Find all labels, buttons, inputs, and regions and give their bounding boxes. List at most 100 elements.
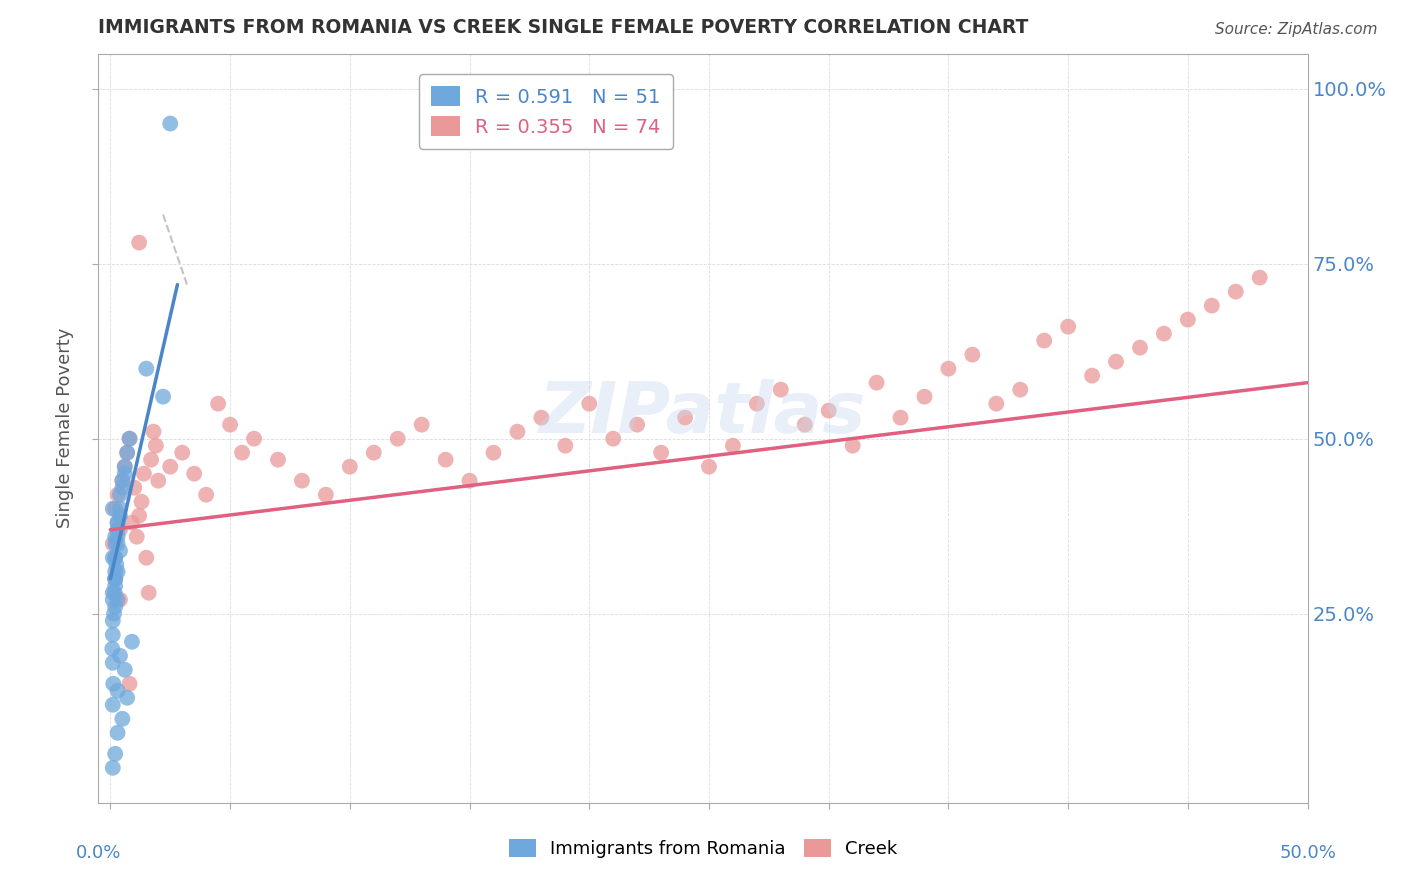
Creek <box>104 501 127 516</box>
Immigrants from Romania <box>101 698 124 712</box>
Creek <box>697 459 720 474</box>
Creek <box>138 585 160 599</box>
Creek <box>1033 334 1056 348</box>
Immigrants from Romania <box>101 501 124 516</box>
Creek <box>219 417 242 432</box>
Immigrants from Romania <box>107 516 129 530</box>
Immigrants from Romania <box>107 516 129 530</box>
Legend: Immigrants from Romania, Creek: Immigrants from Romania, Creek <box>502 831 904 865</box>
Creek <box>793 417 815 432</box>
Immigrants from Romania <box>114 459 136 474</box>
Creek <box>1201 299 1223 313</box>
Immigrants from Romania <box>101 656 124 670</box>
Creek <box>118 432 141 446</box>
Immigrants from Romania <box>104 530 127 544</box>
Text: 50.0%: 50.0% <box>1279 844 1336 862</box>
Creek <box>387 432 409 446</box>
Immigrants from Romania <box>107 523 129 537</box>
Creek <box>135 550 157 565</box>
Immigrants from Romania <box>159 117 181 131</box>
Legend: R = 0.591   N = 51, R = 0.355   N = 74: R = 0.591 N = 51, R = 0.355 N = 74 <box>419 74 672 149</box>
Creek <box>267 452 290 467</box>
Y-axis label: Single Female Poverty: Single Female Poverty <box>56 328 75 528</box>
Creek <box>1225 285 1247 299</box>
Creek <box>207 397 229 411</box>
Creek <box>145 439 167 453</box>
Immigrants from Romania <box>118 432 141 446</box>
Creek <box>363 445 385 459</box>
Immigrants from Romania <box>108 543 131 558</box>
Immigrants from Romania <box>107 537 129 551</box>
Immigrants from Romania <box>108 488 131 502</box>
Immigrants from Romania <box>114 467 136 481</box>
Creek <box>554 439 576 453</box>
Creek <box>986 397 1008 411</box>
Immigrants from Romania <box>107 565 129 579</box>
Immigrants from Romania <box>104 579 127 593</box>
Immigrants from Romania <box>101 628 124 642</box>
Creek <box>1057 319 1080 334</box>
Creek <box>769 383 792 397</box>
Immigrants from Romania <box>108 508 131 523</box>
Creek <box>530 410 553 425</box>
Immigrants from Romania <box>105 558 128 572</box>
Immigrants from Romania <box>107 683 129 698</box>
Immigrants from Romania <box>101 550 124 565</box>
Immigrants from Romania <box>152 390 174 404</box>
Creek <box>865 376 887 390</box>
Creek <box>231 445 253 459</box>
Creek <box>114 459 136 474</box>
Immigrants from Romania <box>111 474 134 488</box>
Creek <box>172 445 194 459</box>
Creek <box>128 235 150 250</box>
Immigrants from Romania <box>103 677 125 691</box>
Creek <box>101 537 124 551</box>
Immigrants from Romania <box>104 599 127 614</box>
Creek <box>139 452 162 467</box>
Creek <box>889 410 911 425</box>
Creek <box>962 348 984 362</box>
Text: ZIPatlas: ZIPatlas <box>540 379 866 448</box>
Immigrants from Romania <box>104 550 127 565</box>
Creek <box>602 432 624 446</box>
Creek <box>938 361 960 376</box>
Creek <box>673 410 696 425</box>
Immigrants from Romania <box>101 614 124 628</box>
Creek <box>315 488 337 502</box>
Immigrants from Romania <box>121 634 143 648</box>
Creek <box>1010 383 1032 397</box>
Immigrants from Romania <box>108 501 131 516</box>
Creek <box>506 425 529 439</box>
Creek <box>339 459 361 474</box>
Creek <box>148 474 170 488</box>
Creek <box>121 516 143 530</box>
Creek <box>183 467 205 481</box>
Creek <box>108 592 131 607</box>
Immigrants from Romania <box>114 663 136 677</box>
Creek <box>125 530 148 544</box>
Creek <box>243 432 266 446</box>
Creek <box>1249 270 1271 285</box>
Creek <box>107 488 129 502</box>
Creek <box>142 425 165 439</box>
Immigrants from Romania <box>107 530 129 544</box>
Immigrants from Romania <box>103 607 125 621</box>
Creek <box>458 474 481 488</box>
Text: IMMIGRANTS FROM ROMANIA VS CREEK SINGLE FEMALE POVERTY CORRELATION CHART: IMMIGRANTS FROM ROMANIA VS CREEK SINGLE … <box>98 18 1029 37</box>
Immigrants from Romania <box>104 747 127 761</box>
Immigrants from Romania <box>104 550 127 565</box>
Immigrants from Romania <box>111 712 134 726</box>
Creek <box>195 488 218 502</box>
Creek <box>128 508 150 523</box>
Text: 0.0%: 0.0% <box>76 844 121 862</box>
Immigrants from Romania <box>104 565 127 579</box>
Creek <box>118 677 141 691</box>
Creek <box>626 417 648 432</box>
Immigrants from Romania <box>104 585 127 599</box>
Immigrants from Romania <box>104 572 127 586</box>
Immigrants from Romania <box>108 648 131 663</box>
Creek <box>578 397 600 411</box>
Creek <box>108 523 131 537</box>
Immigrants from Romania <box>107 592 129 607</box>
Creek <box>159 459 181 474</box>
